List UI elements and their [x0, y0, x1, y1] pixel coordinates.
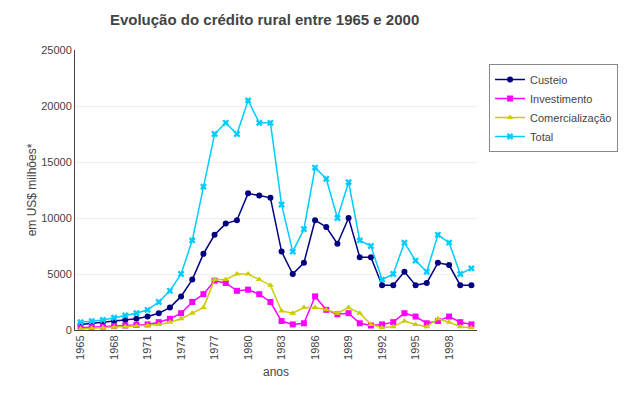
- svg-text:1968: 1968: [108, 335, 120, 359]
- svg-text:5000: 5000: [47, 268, 71, 280]
- svg-text:1989: 1989: [342, 335, 354, 359]
- svg-text:1998: 1998: [443, 335, 455, 359]
- svg-text:Comercialização: Comercialização: [530, 112, 611, 124]
- svg-text:1995: 1995: [409, 335, 421, 359]
- svg-text:Custeio: Custeio: [530, 74, 567, 86]
- svg-text:1965: 1965: [74, 335, 86, 359]
- svg-text:1986: 1986: [309, 335, 321, 359]
- svg-text:Total: Total: [530, 131, 553, 143]
- svg-text:0: 0: [66, 324, 72, 336]
- svg-text:1992: 1992: [376, 335, 388, 359]
- svg-text:25000: 25000: [41, 44, 72, 56]
- svg-text:1983: 1983: [275, 335, 287, 359]
- svg-text:10000: 10000: [41, 212, 72, 224]
- svg-text:anos: anos: [263, 365, 289, 379]
- svg-text:em US$ milhões*: em US$ milhões*: [25, 143, 39, 236]
- svg-text:Investimento: Investimento: [530, 93, 592, 105]
- svg-text:1980: 1980: [242, 335, 254, 359]
- svg-text:1971: 1971: [141, 335, 153, 359]
- svg-text:15000: 15000: [41, 156, 72, 168]
- svg-text:1977: 1977: [208, 335, 220, 359]
- svg-text:Evolução do crédito rural entr: Evolução do crédito rural entre 1965 e 2…: [110, 11, 419, 28]
- svg-text:1974: 1974: [175, 335, 187, 359]
- svg-text:20000: 20000: [41, 100, 72, 112]
